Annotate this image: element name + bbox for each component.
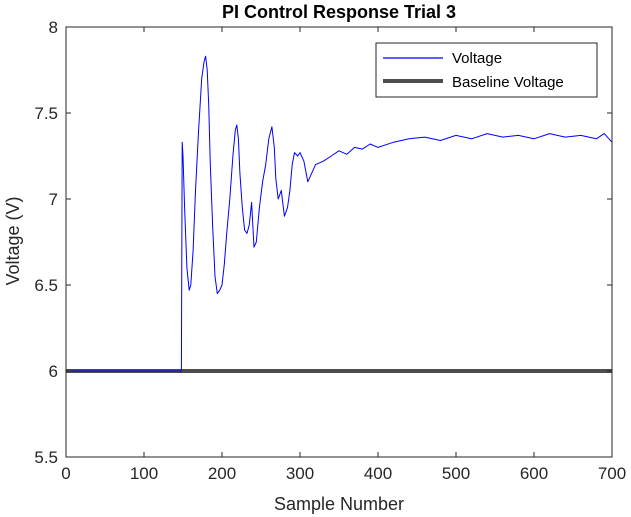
series-line-voltage [66,55,613,372]
plot-area: 0 100 200 300 400 500 600 700 5.5 6 6.5 7 7.5 8 [34,18,626,483]
x-tick-label: 200 [208,464,236,483]
x-tick-label: 600 [520,464,548,483]
legend-label-voltage: Voltage [452,50,502,67]
y-tick-label: 6.5 [34,276,58,295]
y-tick-label: 7 [49,190,58,209]
x-tick-label: 400 [364,464,392,483]
chart-title: PI Control Response Trial 3 [222,2,456,22]
y-tick-label: 5.5 [34,448,58,467]
axes-box [65,26,613,458]
legend: Voltage Baseline Voltage [375,42,598,98]
series-layer [66,55,613,373]
x-tick-label: 700 [598,464,626,483]
ticks-layer: 0 100 200 300 400 500 600 700 5.5 6 6.5 7 7.5 8 [34,18,626,483]
y-tick-label: 8 [49,18,58,37]
y-axis-label: Voltage (V) [3,196,23,285]
legend-box [375,42,598,98]
x-axis-label: Sample Number [274,494,404,514]
y-tick-label: 6 [49,362,58,381]
x-tick-label: 300 [286,464,314,483]
x-tick-label: 500 [442,464,470,483]
y-tick-label: 7.5 [34,104,58,123]
x-tick-label: 100 [130,464,158,483]
x-tick-label: 0 [61,464,70,483]
legend-label-baseline: Baseline Voltage [452,74,564,91]
plot-background [66,27,612,457]
